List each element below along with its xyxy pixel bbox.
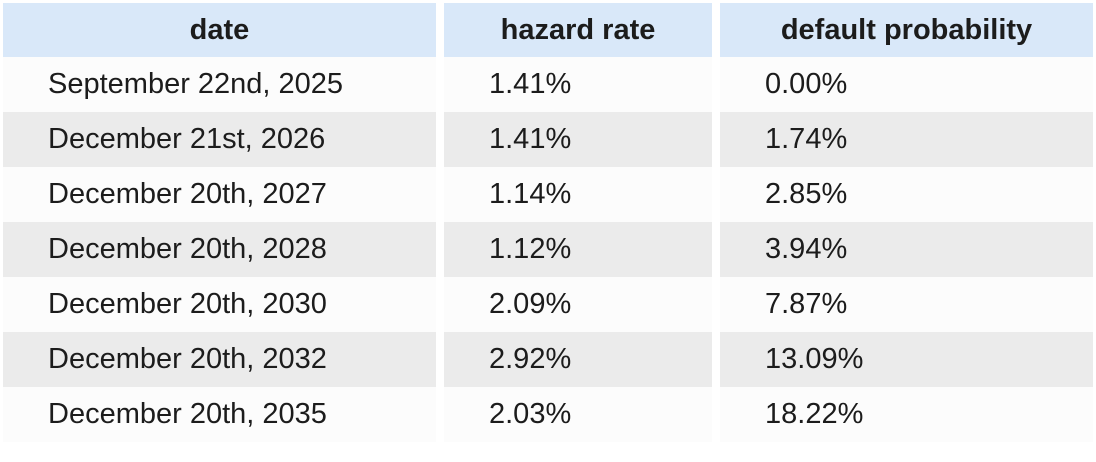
cell-hazard-rate: 2.09%: [444, 277, 712, 332]
cell-default-probability: 13.09%: [720, 332, 1093, 387]
cell-date: December 20th, 2027: [3, 167, 436, 222]
cell-date: September 22nd, 2025: [3, 57, 436, 112]
cell-date: December 20th, 2030: [3, 277, 436, 332]
cell-hazard-rate: 1.12%: [444, 222, 712, 277]
cell-default-probability: 18.22%: [720, 387, 1093, 442]
cell-default-probability: 0.00%: [720, 57, 1093, 112]
cell-default-probability: 2.85%: [720, 167, 1093, 222]
hazard-rate-table: date hazard rate default probability Sep…: [3, 3, 1093, 442]
column-header-date: date: [3, 3, 436, 57]
cell-hazard-rate: 2.92%: [444, 332, 712, 387]
cell-default-probability: 1.74%: [720, 112, 1093, 167]
column-header-default-probability: default probability: [720, 3, 1093, 57]
cell-hazard-rate: 1.41%: [444, 57, 712, 112]
cell-date: December 20th, 2028: [3, 222, 436, 277]
cell-date: December 20th, 2032: [3, 332, 436, 387]
cell-date: December 21st, 2026: [3, 112, 436, 167]
cell-date: December 20th, 2035: [3, 387, 436, 442]
cell-default-probability: 7.87%: [720, 277, 1093, 332]
cell-hazard-rate: 1.14%: [444, 167, 712, 222]
column-header-hazard-rate: hazard rate: [444, 3, 712, 57]
cell-hazard-rate: 2.03%: [444, 387, 712, 442]
cell-hazard-rate: 1.41%: [444, 112, 712, 167]
cell-default-probability: 3.94%: [720, 222, 1093, 277]
